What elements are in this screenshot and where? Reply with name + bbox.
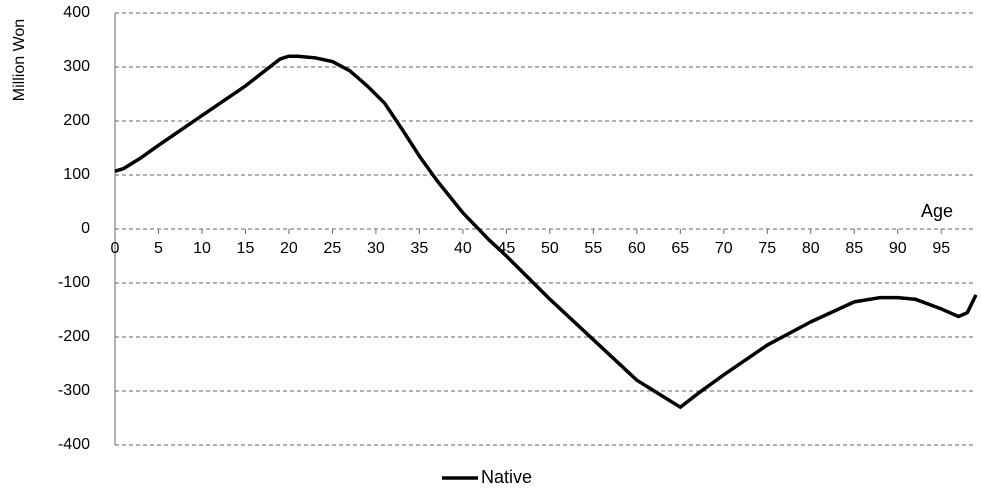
x-tick-label: 5 — [154, 240, 163, 257]
y-tick-label: -300 — [58, 382, 90, 399]
y-tick-label: 200 — [63, 112, 90, 129]
x-tick-label: 25 — [324, 240, 342, 257]
x-tick-label: 40 — [454, 240, 472, 257]
x-tick-label: 70 — [715, 240, 733, 257]
x-tick-label: 90 — [889, 240, 907, 257]
x-tick-label: 15 — [237, 240, 255, 257]
x-tick-label: 95 — [932, 240, 950, 257]
legend-label: Native — [481, 467, 532, 487]
x-tick-label: 65 — [671, 240, 689, 257]
y-tick-label: -200 — [58, 328, 90, 345]
y-axis-label: Million Won — [11, 19, 28, 101]
x-tick-label: 75 — [758, 240, 776, 257]
x-tick-label: 30 — [367, 240, 385, 257]
y-tick-label: 400 — [63, 4, 90, 21]
line — [114, 54, 978, 409]
x-tick-label: 55 — [584, 240, 602, 257]
x-tick-label: 80 — [802, 240, 820, 257]
x-tick-label: 35 — [410, 240, 428, 257]
x-tick-label: 60 — [628, 240, 646, 257]
x-axis-label: Age — [921, 201, 953, 221]
y-tick-label: -400 — [58, 436, 90, 453]
y-tick-label: 0 — [81, 220, 90, 237]
x-tick-label: 50 — [541, 240, 559, 257]
x-tick-label: 20 — [280, 240, 298, 257]
x-tick-label: 0 — [111, 240, 120, 257]
x-tick-label: 85 — [845, 240, 863, 257]
y-tick-label: 300 — [63, 58, 90, 75]
y-tick-label: -100 — [58, 274, 90, 291]
y-tick-label: 100 — [63, 166, 90, 183]
x-tick-label: 10 — [193, 240, 211, 257]
